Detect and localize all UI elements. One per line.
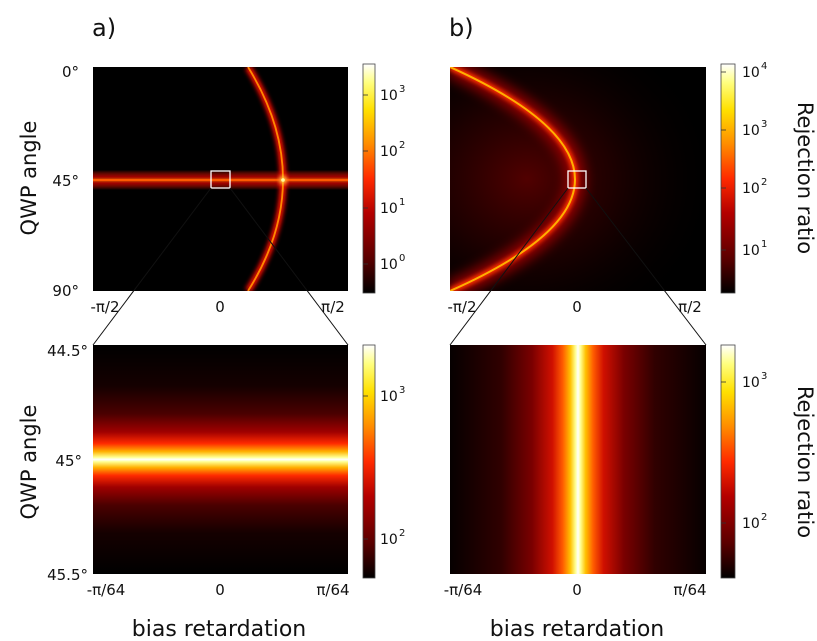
zoom-connector-b-right [585, 187, 707, 346]
colorbar-b-tick-3: 10 4 [721, 61, 767, 81]
colorbar-b-tick-0: 10 1 [721, 239, 767, 259]
colorbar-b-tick-3-exp: 4 [761, 61, 767, 72]
colorbar-a-tick-3-base: 10 [380, 88, 398, 104]
zoom-connector-a-right [229, 187, 349, 346]
azoom-ytick-0: 44.5° [47, 342, 88, 360]
colorbar-a-zoom-tick-0: 10 2 [363, 528, 405, 548]
bzoom-xtick-1: 0 [572, 581, 582, 599]
colorbar-a-zoom-tick-1: 10 3 [363, 385, 405, 405]
colorbar-b-zoom-tick-0-base: 10 [742, 516, 760, 532]
a-xtick-0: -π/2 [90, 298, 119, 316]
colorbar-a-tick-2: 10 2 [363, 140, 405, 160]
heatmap-a-crossing-core [281, 178, 285, 182]
heatmap-b-zoom [450, 345, 706, 574]
a-xtick-2: π/2 [321, 298, 345, 316]
colorbar-b-zoom-tick-0-exp: 2 [761, 512, 767, 523]
colorbar-b-zoom-tick-1-base: 10 [742, 375, 760, 391]
colorbar-a-zoom-tick-1-base: 10 [380, 389, 398, 405]
bzoom-xtick-0: -π/64 [444, 581, 483, 599]
colorbar-b-tick-2-exp: 3 [761, 119, 767, 130]
panel-a-letter: a) [92, 14, 116, 42]
zoom-connector-a-left [92, 187, 212, 346]
colorbar-b-tick-1: 10 2 [721, 177, 767, 197]
colorbar-a-zoom-ticks: 10 2 10 3 [363, 385, 405, 548]
zoom-connector-b-left [449, 187, 569, 346]
colorbar-b-zoom-tick-1: 10 3 [721, 371, 767, 391]
colorbar-a-tick-3: 10 3 [363, 84, 405, 104]
panel-b: b) -π/2 0 π/2 10 1 10 2 [447, 14, 817, 316]
a-xtick-1: 0 [215, 298, 225, 316]
bzoom-colorbar-label: Rejection ratio [793, 386, 817, 538]
colorbar-b-gradient [720, 63, 736, 294]
colorbar-a-tick-0: 10 0 [363, 253, 405, 273]
a-ylabel: QWP angle [17, 121, 41, 236]
colorbar-a-zoom-tick-1-exp: 3 [399, 385, 405, 396]
colorbar-a-zoom-gradient [362, 344, 376, 579]
b-xtick-1: 0 [572, 298, 582, 316]
colorbar-b-tick-3-base: 10 [742, 65, 760, 81]
colorbar-b-tick-0-base: 10 [742, 243, 760, 259]
zoom-box-b [567, 170, 587, 189]
colorbar-a-gradient [362, 63, 376, 294]
colorbar-b-tick-1-base: 10 [742, 181, 760, 197]
heatmap-b-curve-ridge [450, 67, 576, 291]
colorbar-b-zoom-gradient [720, 344, 736, 579]
colorbar-a: 10 0 10 1 10 2 10 3 [362, 63, 405, 294]
colorbar-a-tick-2-exp: 2 [399, 140, 405, 151]
colorbar-b: 10 1 10 2 10 3 10 4 [720, 61, 767, 294]
b-colorbar-label: Rejection ratio [793, 102, 817, 254]
a-ytick-1: 45° [52, 172, 79, 190]
azoom-xtick-0: -π/64 [87, 581, 126, 599]
panel-a: a) 0° 45° 90° -π/2 0 π/2 QWP angle 10 0 [17, 14, 405, 316]
colorbar-a-tick-1: 10 1 [363, 197, 405, 217]
colorbar-b-zoom: 10 2 10 3 [720, 344, 767, 579]
zoom-connectors [92, 187, 707, 346]
colorbar-b-zoom-ticks: 10 2 10 3 [721, 371, 767, 532]
heatmap-a-zoom [93, 345, 348, 574]
colorbar-b-tick-2-base: 10 [742, 123, 760, 139]
colorbar-a-tick-1-base: 10 [380, 201, 398, 217]
azoom-xtick-1: 0 [215, 581, 225, 599]
a-ytick-2: 90° [52, 282, 79, 300]
azoom-ytick-1: 45° [55, 452, 82, 470]
colorbar-a-zoom-tick-0-exp: 2 [399, 528, 405, 539]
colorbar-b-zoom-tick-1-exp: 3 [761, 371, 767, 382]
colorbar-a-ticks: 10 0 10 1 10 2 10 3 [363, 84, 405, 273]
colorbar-a-tick-0-exp: 0 [399, 253, 405, 264]
azoom-ytick-2: 45.5° [47, 566, 88, 584]
colorbar-a-tick-0-base: 10 [380, 257, 398, 273]
a-ytick-0: 0° [62, 63, 79, 81]
colorbar-a-zoom: 10 2 10 3 [362, 344, 405, 579]
bzoom-xtick-2: π/64 [673, 581, 706, 599]
colorbar-b-tick-1-exp: 2 [761, 177, 767, 188]
colorbar-a-zoom-tick-0-base: 10 [380, 532, 398, 548]
b-xtick-2: π/2 [678, 298, 702, 316]
colorbar-a-tick-3-exp: 3 [399, 84, 405, 95]
bzoom-xlabel: bias retardation [490, 617, 664, 641]
azoom-ylabel: QWP angle [17, 405, 41, 520]
colorbar-a-tick-2-base: 10 [380, 144, 398, 160]
b-xtick-0: -π/2 [447, 298, 476, 316]
azoom-xlabel: bias retardation [132, 617, 306, 641]
colorbar-b-zoom-tick-0: 10 2 [721, 512, 767, 532]
colorbar-b-tick-0-exp: 1 [761, 239, 767, 250]
panel-b-letter: b) [449, 14, 474, 42]
colorbar-a-tick-1-exp: 1 [399, 197, 405, 208]
azoom-xtick-2: π/64 [316, 581, 349, 599]
colorbar-b-tick-2: 10 3 [721, 119, 767, 139]
colorbar-b-ticks: 10 1 10 2 10 3 10 4 [721, 61, 767, 259]
zoom-box-a [210, 170, 231, 189]
panel-a-zoom: 44.5° 45° 45.5° -π/64 0 π/64 QWP angle b… [17, 342, 405, 641]
panel-b-zoom: -π/64 0 π/64 bias retardation 10 2 10 3 … [444, 344, 817, 641]
